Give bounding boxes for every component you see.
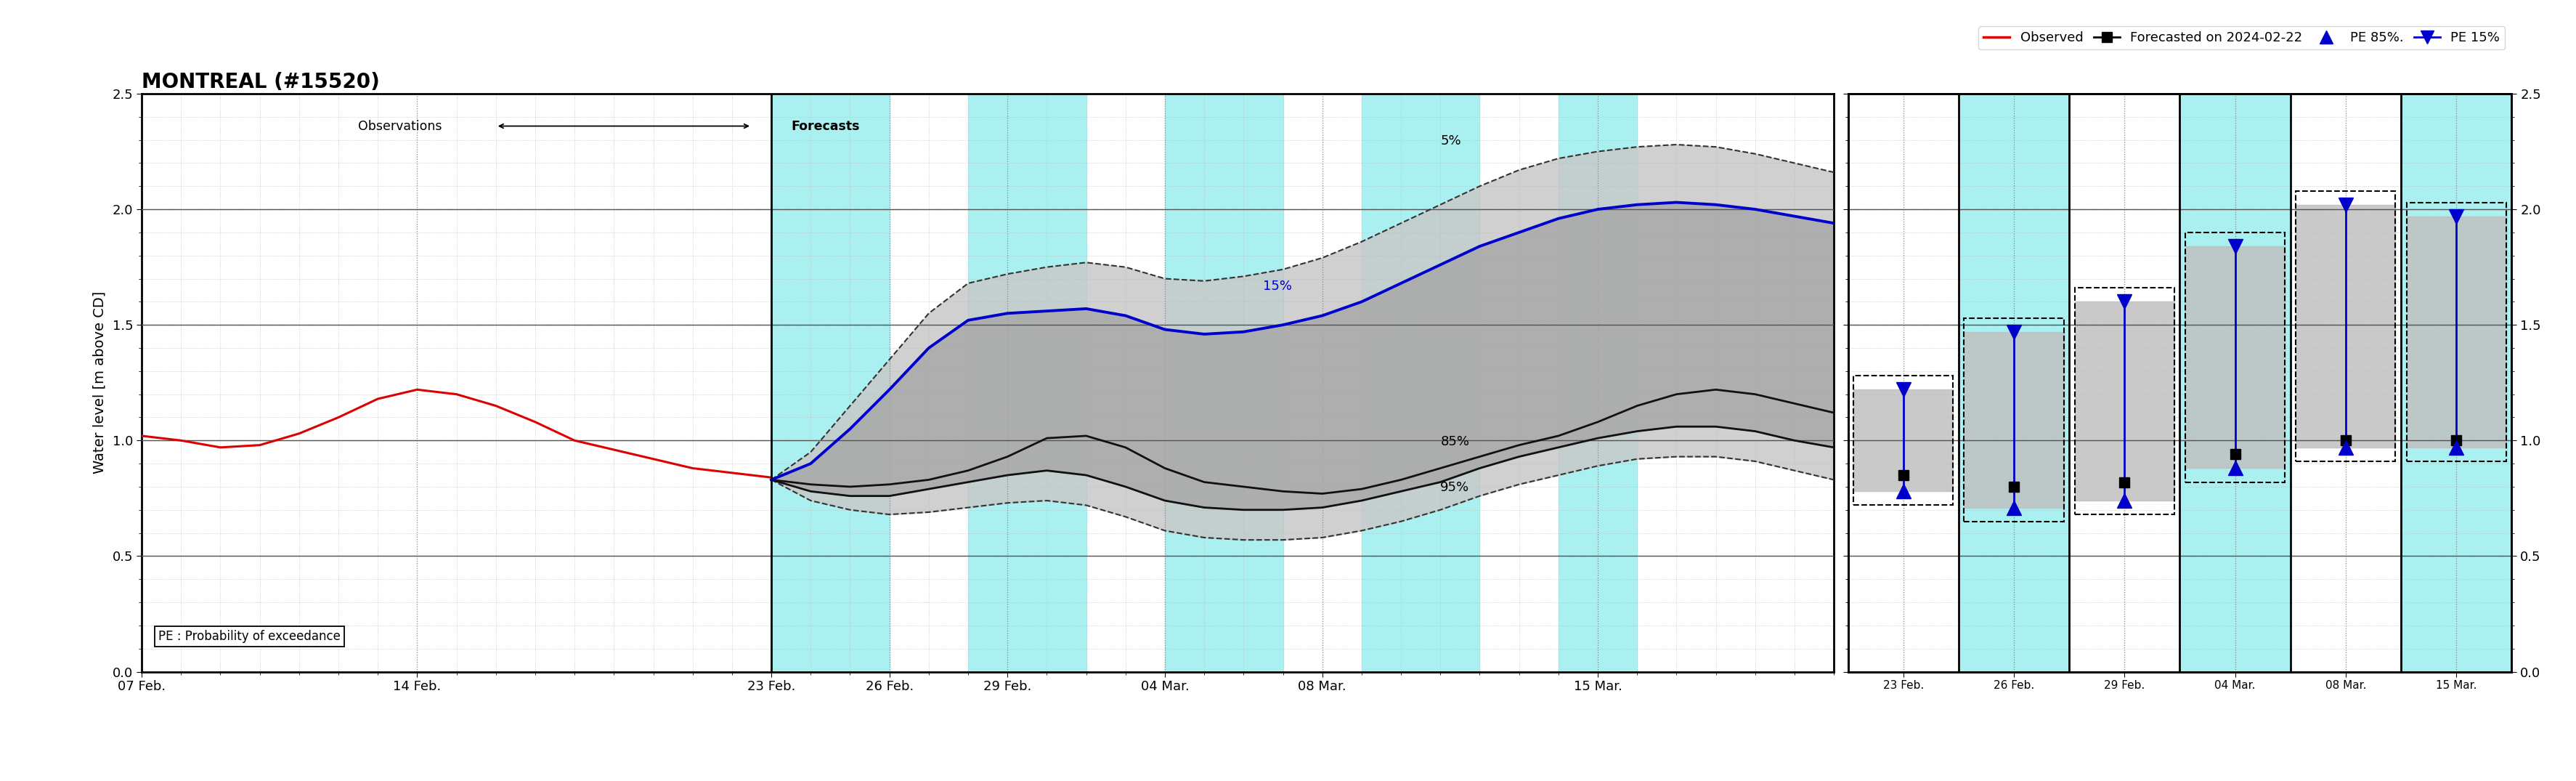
Bar bbox=[770, 94, 889, 672]
Text: Forecasts: Forecasts bbox=[791, 119, 860, 133]
Text: 95%: 95% bbox=[1440, 481, 1468, 494]
Text: 85%: 85% bbox=[1440, 435, 1468, 448]
Text: 5%: 5% bbox=[1440, 134, 1461, 148]
Bar bbox=[1855, 376, 1953, 505]
Text: Observations: Observations bbox=[358, 119, 443, 133]
Text: MONTREAL (#15520): MONTREAL (#15520) bbox=[142, 72, 379, 92]
Bar bbox=[2074, 288, 2174, 515]
Bar bbox=[1958, 94, 2069, 672]
Bar bbox=[1963, 318, 2063, 522]
Bar bbox=[2406, 202, 2506, 462]
Bar bbox=[1558, 94, 1638, 672]
Bar bbox=[1363, 94, 1479, 672]
Y-axis label: Water level [m above CD]: Water level [m above CD] bbox=[93, 291, 106, 474]
Bar bbox=[2401, 94, 2512, 672]
Bar bbox=[969, 94, 1087, 672]
Bar bbox=[2179, 94, 2290, 672]
Bar bbox=[2295, 191, 2396, 462]
Bar bbox=[1164, 94, 1283, 672]
Text: PE : Probability of exceedance: PE : Probability of exceedance bbox=[160, 629, 340, 643]
Text: 15%: 15% bbox=[1262, 280, 1293, 293]
Bar bbox=[2184, 233, 2285, 482]
Legend: Observed, Forecasted on 2024-02-22, PE 85%., PE 15%: Observed, Forecasted on 2024-02-22, PE 8… bbox=[1978, 26, 2504, 50]
